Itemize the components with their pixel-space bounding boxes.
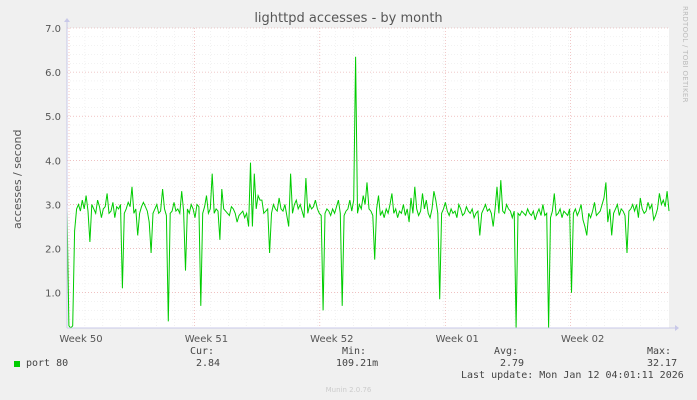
min-label: Min: [342,346,367,357]
x-tick-label: Week 51 [185,334,228,345]
y-tick-label: 3.0 [45,200,61,211]
max-label: Max: [647,346,672,357]
series-line-port-80 [66,56,670,329]
min-value: 109.21m [336,358,379,369]
y-tick-label: 4.0 [45,156,61,167]
munin-version: Munin 2.0.76 [325,386,372,394]
y-axis-arrow [64,18,70,22]
legend-series-name: port 80 [26,358,69,369]
axis-ticks: 1.0 2.0 3.0 4.0 5.0 6.0 7.0 Week 50 Week 51 Week … [45,24,604,345]
legend: port 80 Cur: 2.84 Min: 109.21m Avg: 2.79… [0,344,697,384]
avg-value: 2.79 [500,358,525,369]
max-value: 32.17 [647,358,678,369]
y-tick-label: 1.0 [45,289,61,300]
x-tick-label: Week 50 [59,334,102,345]
x-tick-label: Week 01 [436,334,479,345]
last-update: Last update: Mon Jan 12 04:01:11 2026 [461,370,684,381]
legend-swatch [14,361,20,367]
chart-title: lighttpd accesses - by month [254,11,443,26]
cur-value: 2.84 [196,358,221,369]
y-tick-label: 7.0 [45,24,61,35]
x-tick-label: Week 02 [561,334,604,345]
cur-label: Cur: [190,346,215,357]
x-tick-label: Week 52 [310,334,353,345]
avg-label: Avg: [494,346,519,357]
axes [64,18,679,331]
y-tick-label: 5.0 [45,112,61,123]
rrdtool-credit: RRDTOOL / TOBI OETIKER [681,6,689,103]
y-tick-label: 2.0 [45,245,61,256]
y-tick-label: 6.0 [45,68,61,79]
x-axis-arrow [675,325,679,331]
